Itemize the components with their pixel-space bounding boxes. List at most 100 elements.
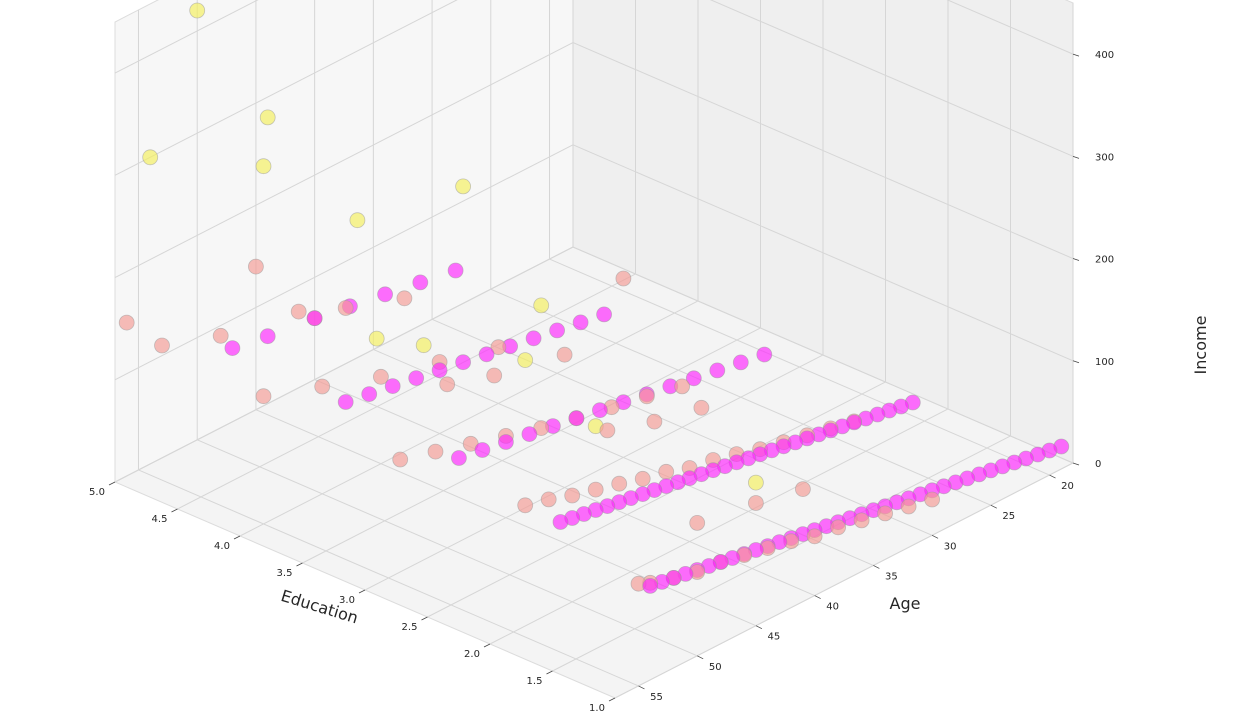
x-tick-label: 2.5 [402, 622, 418, 633]
data-point [521, 426, 538, 443]
data-point [642, 578, 659, 594]
x-axis-title: Education [279, 586, 361, 627]
x-tick-mark [608, 697, 616, 702]
y-tick-mark [697, 655, 704, 660]
data-point [259, 109, 276, 126]
x-tick-mark [421, 616, 428, 621]
y-tick-mark [814, 595, 821, 599]
y-tick-mark [990, 504, 997, 509]
z-tick-mark [1072, 462, 1080, 466]
z-tick-label: 0 [1095, 459, 1101, 470]
data-point [154, 337, 170, 354]
grid-line-z [114, 0, 1074, 176]
data-point [455, 354, 472, 371]
z-tick-mark [1072, 155, 1080, 159]
data-point [658, 463, 675, 480]
data-point [599, 422, 616, 439]
data-point [427, 443, 444, 460]
y-tick-label: 45 [768, 632, 781, 643]
data-point [693, 399, 710, 416]
tick-labels: 1.0 1.5 2.0 2.5 3.0 3.5 4.0 4.5 5.0 20 25 30 35 40 45 5… [89, 50, 1114, 714]
data-point [212, 327, 229, 344]
data-point [525, 330, 542, 347]
data-point [549, 322, 565, 339]
z-tick-mark [1072, 360, 1080, 364]
data-point [556, 346, 573, 363]
data-point [900, 498, 917, 515]
data-point [748, 495, 764, 511]
y-tick-label: 35 [885, 571, 898, 582]
data-point [540, 491, 557, 508]
x-tick-mark [171, 508, 178, 513]
y-tick-label: 50 [709, 662, 722, 673]
data-point [259, 328, 276, 345]
data-points [118, 2, 1070, 594]
data-point [392, 451, 409, 468]
y-tick-mark [873, 565, 880, 569]
data-point [486, 367, 503, 384]
data-point [396, 290, 413, 307]
data-point [118, 314, 135, 331]
data-point [372, 368, 389, 385]
y-tick-label: 55 [650, 692, 663, 703]
data-point [412, 274, 429, 291]
data-point [415, 337, 432, 354]
x-tick-label: 4.0 [214, 541, 230, 552]
x-tick-label: 2.0 [464, 649, 480, 660]
y-tick-mark [638, 685, 645, 690]
x-tick-mark [108, 481, 116, 486]
data-point [552, 514, 569, 530]
data-point [748, 474, 764, 491]
data-point [568, 410, 585, 427]
data-point [830, 519, 846, 536]
data-point [255, 158, 272, 175]
x-tick-label: 3.5 [277, 568, 293, 579]
y-tick-mark [755, 625, 763, 630]
y-tick-label: 25 [1002, 511, 1015, 522]
data-point [447, 262, 464, 279]
data-point [474, 442, 491, 458]
grid-line-z [114, 144, 1074, 381]
z-tick-label: 400 [1095, 50, 1114, 61]
data-point [431, 362, 448, 379]
x-tick-label: 3.0 [339, 595, 355, 606]
data-point [634, 470, 651, 487]
data-point [361, 386, 378, 403]
data-point [377, 286, 394, 303]
data-point [572, 314, 589, 331]
x-tick-mark [546, 670, 553, 675]
data-point [497, 434, 514, 450]
grid-line-z [114, 42, 1074, 279]
data-point [732, 354, 749, 371]
data-point [596, 306, 612, 323]
data-point [615, 270, 632, 287]
data-point [564, 487, 581, 504]
data-point [247, 258, 264, 275]
x-tick-mark [233, 535, 241, 540]
axis-panes [113, 0, 1075, 699]
grid-line-z [114, 246, 1074, 483]
grid-lines [114, 0, 1074, 699]
data-point [795, 481, 811, 498]
z-tick-label: 200 [1095, 255, 1114, 266]
data-point [592, 402, 608, 419]
data-point [337, 394, 354, 410]
data-point [689, 515, 706, 531]
data-point [587, 481, 604, 498]
y-tick-label: 30 [944, 541, 957, 552]
y-tick-mark [1049, 474, 1056, 479]
data-point [455, 178, 472, 195]
x-tick-mark [358, 589, 366, 594]
z-tick-mark [1072, 258, 1080, 261]
x-tick-label: 1.5 [527, 676, 543, 687]
z-axis-title: Income [1191, 316, 1210, 375]
y-tick-label: 40 [826, 602, 839, 613]
data-point [638, 388, 655, 405]
x-tick-mark [483, 643, 491, 648]
data-point [685, 370, 702, 387]
data-point [314, 378, 331, 395]
data-point [756, 346, 773, 363]
data-point [877, 505, 893, 522]
data-point [490, 339, 507, 356]
